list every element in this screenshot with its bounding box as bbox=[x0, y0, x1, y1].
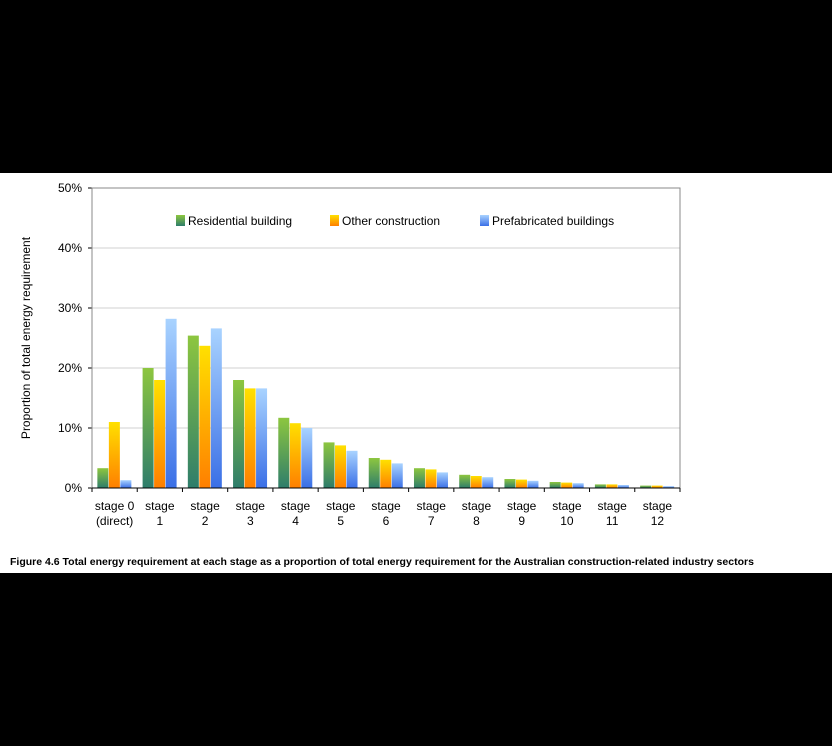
bar bbox=[413, 468, 425, 488]
bar bbox=[380, 459, 392, 488]
bar bbox=[425, 469, 437, 488]
x-tick-label: stage 0 bbox=[95, 499, 135, 513]
legend-swatch bbox=[480, 215, 489, 226]
bar bbox=[572, 483, 584, 488]
y-tick-label: 30% bbox=[58, 301, 82, 315]
x-tick-label: 12 bbox=[651, 514, 665, 528]
bar bbox=[606, 484, 618, 488]
y-axis-label: Proportion of total energy requirement bbox=[19, 236, 33, 439]
bar bbox=[594, 484, 606, 488]
x-tick-label: 5 bbox=[337, 514, 344, 528]
bar bbox=[120, 480, 132, 488]
figure-panel: 0% 10% 20% 30% 40% 50% Proportion of total ene… bbox=[0, 173, 832, 573]
y-tick-label: 0% bbox=[65, 481, 83, 495]
x-tick-label: 10 bbox=[560, 514, 574, 528]
legend-label: Residential building bbox=[188, 214, 292, 228]
y-tick-label: 20% bbox=[58, 361, 82, 375]
x-tick-label: stage bbox=[145, 499, 175, 513]
legend-swatch bbox=[176, 215, 185, 226]
x-tick-label: stage bbox=[190, 499, 220, 513]
x-tick-label: 9 bbox=[518, 514, 525, 528]
bar bbox=[651, 485, 663, 488]
x-tick-label: stage bbox=[371, 499, 401, 513]
bar bbox=[108, 422, 120, 488]
bar bbox=[561, 482, 573, 488]
x-tick-label: stage bbox=[236, 499, 266, 513]
legend-label: Other construction bbox=[342, 214, 440, 228]
bar bbox=[210, 328, 222, 488]
bar bbox=[663, 486, 675, 488]
bar bbox=[549, 482, 561, 488]
x-tick-label: stage bbox=[326, 499, 356, 513]
bar bbox=[459, 474, 471, 488]
bar bbox=[391, 463, 403, 488]
bar bbox=[436, 472, 448, 488]
bar bbox=[527, 480, 539, 488]
legend-label: Prefabricated buildings bbox=[492, 214, 614, 228]
plot-frame bbox=[91, 187, 681, 489]
x-tick-label: 7 bbox=[428, 514, 435, 528]
legend-swatch bbox=[330, 215, 339, 226]
y-tick-label: 50% bbox=[58, 181, 82, 195]
x-tick-label: stage bbox=[462, 499, 492, 513]
bar-chart: 0% 10% 20% 30% 40% 50% Proportion of total ene… bbox=[19, 181, 681, 528]
bar bbox=[617, 485, 629, 488]
x-tick-label: stage bbox=[552, 499, 582, 513]
x-tick-label: stage bbox=[507, 499, 537, 513]
y-tick-label: 40% bbox=[58, 241, 82, 255]
bar bbox=[165, 318, 177, 488]
x-tick-label: 8 bbox=[473, 514, 480, 528]
bar bbox=[244, 388, 256, 488]
x-tick-label: 4 bbox=[292, 514, 299, 528]
bar bbox=[482, 477, 494, 488]
x-tick-label: stage bbox=[597, 499, 627, 513]
x-tick-label: stage bbox=[643, 499, 673, 513]
bar bbox=[368, 458, 380, 488]
x-tick-label: stage bbox=[417, 499, 447, 513]
bar bbox=[142, 368, 154, 488]
bar bbox=[187, 335, 199, 488]
y-tick-label: 10% bbox=[58, 421, 82, 435]
bar bbox=[346, 450, 358, 488]
x-tick-label: stage bbox=[281, 499, 311, 513]
bar bbox=[289, 423, 301, 488]
x-tick-label: 3 bbox=[247, 514, 254, 528]
bar bbox=[199, 345, 211, 488]
x-tick-label: 6 bbox=[383, 514, 390, 528]
bar bbox=[515, 479, 527, 488]
x-tick-label: (direct) bbox=[96, 514, 133, 528]
figure-caption: Figure 4.6 Total energy requirement at e… bbox=[10, 556, 754, 568]
bar bbox=[323, 442, 335, 488]
bar bbox=[470, 476, 482, 488]
x-tick-label: 1 bbox=[157, 514, 164, 528]
bar bbox=[278, 417, 290, 488]
bar bbox=[640, 485, 652, 488]
bar bbox=[97, 468, 109, 488]
x-tick-label: 2 bbox=[202, 514, 209, 528]
bar bbox=[335, 445, 347, 488]
bar bbox=[301, 428, 313, 488]
bar bbox=[504, 479, 516, 488]
bar bbox=[154, 380, 166, 488]
x-tick-label: 11 bbox=[606, 514, 619, 528]
bar bbox=[256, 388, 268, 488]
bar bbox=[233, 380, 245, 488]
